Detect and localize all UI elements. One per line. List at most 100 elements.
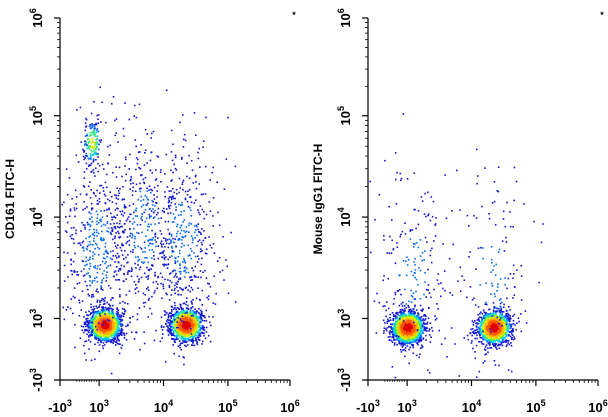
event-dot xyxy=(168,199,170,202)
event-dot xyxy=(207,295,210,297)
event-dot xyxy=(84,224,86,227)
event-dot xyxy=(135,168,137,171)
event-dot xyxy=(137,198,139,201)
event-dot xyxy=(176,286,178,288)
event-dot xyxy=(188,254,191,257)
event-dot xyxy=(87,327,90,329)
population-1 xyxy=(160,300,214,359)
event-dot xyxy=(109,232,112,235)
event-dot xyxy=(108,284,110,287)
event-dot xyxy=(82,208,84,211)
event-dot xyxy=(392,337,395,339)
event-dot xyxy=(176,322,178,325)
event-dot xyxy=(99,86,101,89)
event-dot xyxy=(407,310,410,313)
event-dot xyxy=(117,323,119,326)
event-dot xyxy=(114,270,117,272)
event-dot xyxy=(184,231,187,234)
event-dot xyxy=(198,334,201,336)
event-dot xyxy=(175,336,178,339)
event-dot xyxy=(105,326,107,328)
event-dot xyxy=(74,346,76,349)
event-dot xyxy=(200,193,203,196)
event-dot xyxy=(85,256,87,259)
population-2 xyxy=(80,101,109,173)
event-dot xyxy=(178,278,180,280)
event-dot xyxy=(198,338,200,341)
event-dot xyxy=(191,250,193,252)
event-dot xyxy=(114,261,116,263)
event-dot xyxy=(89,196,92,199)
event-dot xyxy=(178,335,181,338)
event-dot xyxy=(104,337,106,340)
event-dot xyxy=(162,287,165,290)
event-dot xyxy=(402,340,404,342)
event-dot xyxy=(91,282,93,284)
event-dot xyxy=(97,232,100,235)
event-dot xyxy=(97,122,100,125)
event-dot xyxy=(98,321,100,323)
event-dot xyxy=(181,156,183,159)
event-dot xyxy=(182,333,184,335)
event-dot xyxy=(180,210,183,213)
event-dot xyxy=(147,229,149,231)
event-dot xyxy=(185,315,187,318)
event-dot xyxy=(187,190,189,192)
event-dot xyxy=(399,342,402,345)
event-dot xyxy=(139,266,142,268)
event-dot xyxy=(118,226,120,229)
event-dot xyxy=(74,215,76,218)
event-dot xyxy=(192,331,195,334)
event-dot xyxy=(86,317,88,320)
event-dot xyxy=(89,284,91,287)
event-dot xyxy=(134,237,136,240)
event-dot xyxy=(170,180,172,182)
event-dot xyxy=(107,317,110,320)
event-dot xyxy=(403,339,405,342)
event-dot xyxy=(194,339,197,342)
event-dot xyxy=(114,325,117,327)
event-dot xyxy=(195,317,198,320)
event-dot xyxy=(121,334,123,336)
event-dot xyxy=(82,148,84,151)
event-dot xyxy=(65,309,68,311)
event-dot xyxy=(146,288,148,290)
event-dot xyxy=(119,294,121,296)
event-dot xyxy=(122,300,124,303)
event-dot xyxy=(99,330,101,332)
event-dot xyxy=(169,322,171,324)
event-dot xyxy=(389,319,392,321)
event-dot xyxy=(112,334,114,337)
event-dot xyxy=(197,332,200,335)
event-dot xyxy=(135,207,138,210)
event-dot xyxy=(107,334,109,336)
event-dot xyxy=(181,335,183,338)
event-dot xyxy=(189,196,192,198)
event-dot xyxy=(104,315,106,318)
event-dot xyxy=(106,322,108,324)
event-dot xyxy=(148,185,151,187)
event-dot xyxy=(153,258,156,261)
event-dot xyxy=(187,325,190,327)
event-dot xyxy=(85,273,88,275)
event-dot xyxy=(103,344,106,346)
event-dot xyxy=(185,303,187,306)
event-dot xyxy=(176,283,178,286)
event-dot xyxy=(204,193,207,195)
event-dot xyxy=(112,342,114,344)
event-dot xyxy=(171,289,173,291)
event-dot xyxy=(84,207,86,210)
event-dot xyxy=(181,337,184,339)
event-dot xyxy=(188,322,190,325)
event-dot xyxy=(171,179,173,181)
event-dot xyxy=(96,311,98,313)
event-dot xyxy=(175,331,178,334)
event-dot xyxy=(130,270,133,272)
event-dot xyxy=(117,244,119,246)
y-tick-label: 105 xyxy=(28,106,45,125)
event-dot xyxy=(135,284,137,286)
event-dot xyxy=(187,255,190,257)
event-dot xyxy=(170,333,172,335)
event-dot xyxy=(63,318,66,321)
event-dot xyxy=(150,215,152,217)
